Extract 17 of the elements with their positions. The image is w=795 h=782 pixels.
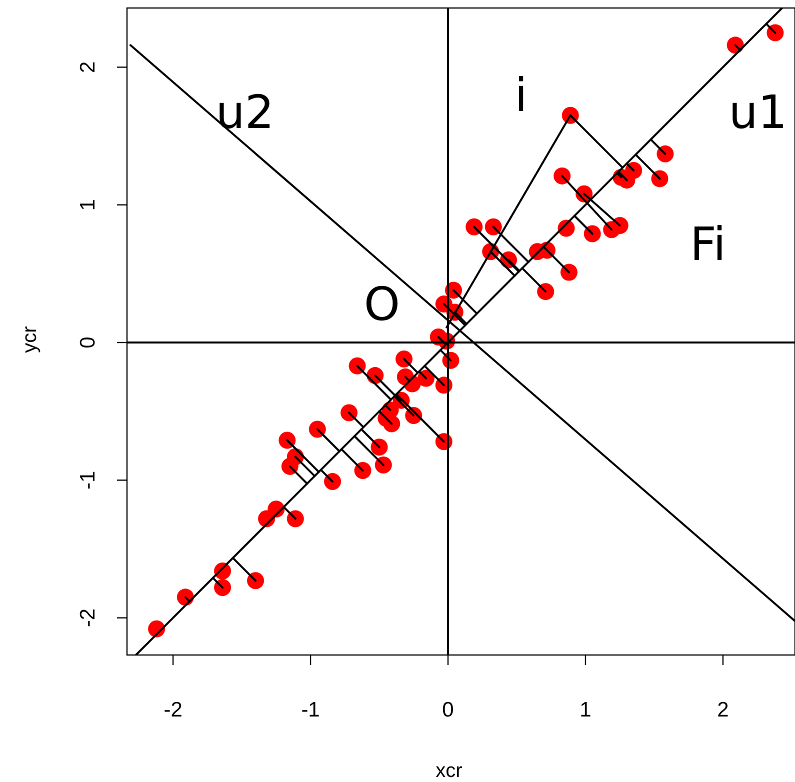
x-tick-label: 0 [442,698,454,722]
x-tick-label: -2 [164,698,182,722]
y-tick-label: 1 [76,199,100,211]
annotation: u1 [728,85,788,139]
annotation: Fi [690,217,726,271]
x-tick-label: -1 [301,698,320,722]
y-tick-label: -1 [76,470,100,490]
x-axis-title: xcr [436,760,463,782]
x-tick-label: 2 [717,698,729,722]
y-axis-title: ycr [19,326,41,353]
annotation: O [364,277,400,331]
y-tick-label: 0 [76,336,100,348]
y-tick-label: 2 [76,61,100,74]
annotation: u2 [216,85,274,139]
annotation: i [514,68,528,122]
x-tick-label: 1 [580,698,592,722]
y-tick-label: -2 [76,608,100,628]
